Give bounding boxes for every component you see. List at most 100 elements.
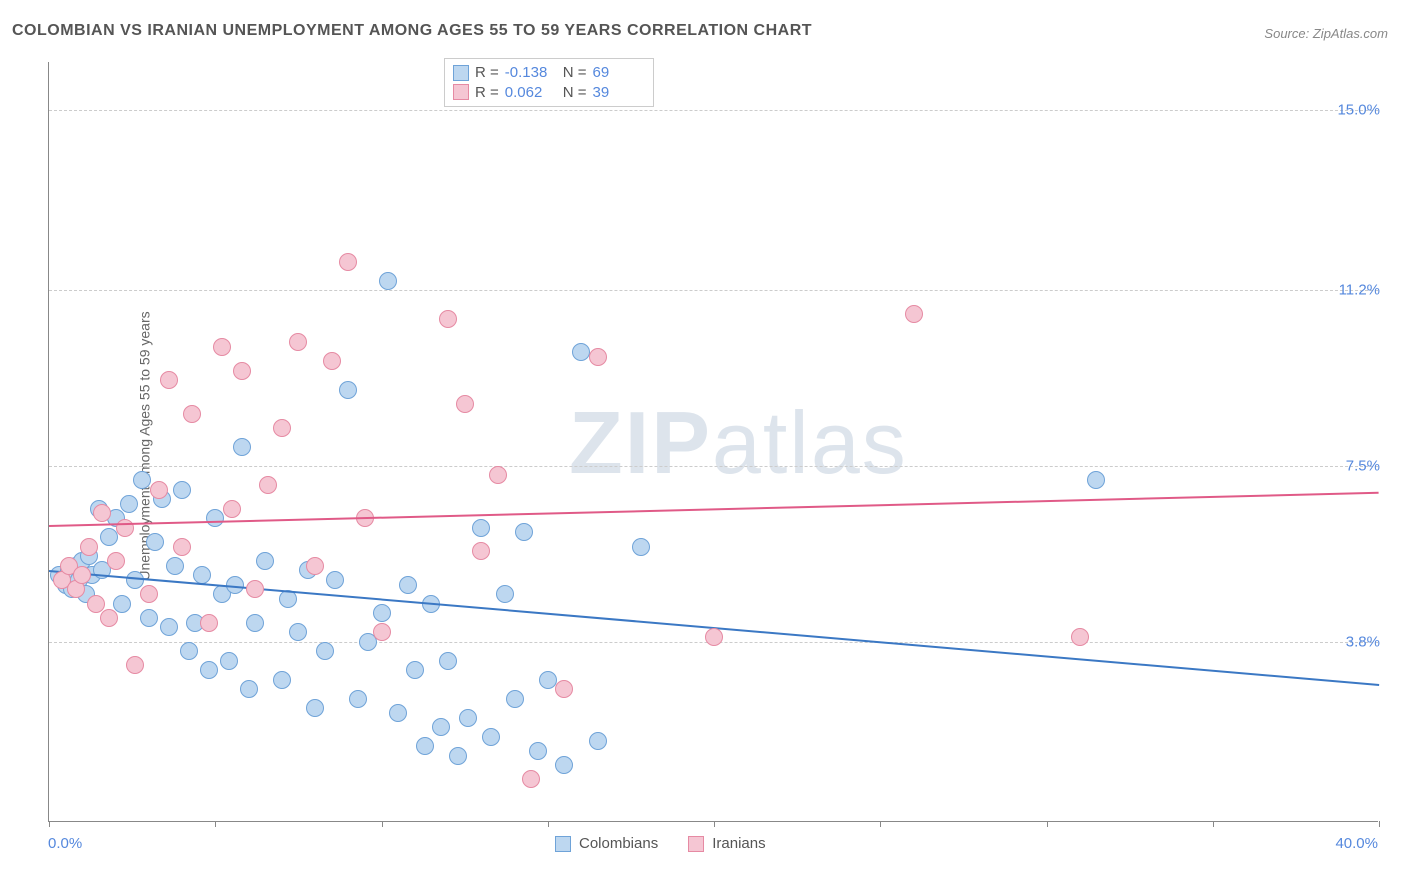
x-tick bbox=[880, 821, 881, 827]
plot-area: ZIPatlas R = -0.138 N = 69 R = 0.062 N =… bbox=[48, 62, 1378, 822]
scatter-point-iranians bbox=[273, 419, 291, 437]
scatter-point-colombians bbox=[113, 595, 131, 613]
scatter-point-colombians bbox=[339, 381, 357, 399]
scatter-point-colombians bbox=[193, 566, 211, 584]
scatter-point-iranians bbox=[213, 338, 231, 356]
source-credit: Source: ZipAtlas.com bbox=[1264, 26, 1388, 41]
n-value-1: 39 bbox=[593, 83, 645, 103]
x-tick bbox=[548, 821, 549, 827]
scatter-point-colombians bbox=[140, 609, 158, 627]
scatter-point-colombians bbox=[506, 690, 524, 708]
scatter-point-colombians bbox=[146, 533, 164, 551]
scatter-point-colombians bbox=[256, 552, 274, 570]
chart-title: COLOMBIAN VS IRANIAN UNEMPLOYMENT AMONG … bbox=[12, 22, 812, 40]
scatter-point-iranians bbox=[233, 362, 251, 380]
scatter-point-colombians bbox=[572, 343, 590, 361]
scatter-point-iranians bbox=[905, 305, 923, 323]
swatch-colombians bbox=[453, 65, 469, 81]
scatter-point-colombians bbox=[206, 509, 224, 527]
scatter-point-iranians bbox=[183, 405, 201, 423]
scatter-point-iranians bbox=[705, 628, 723, 646]
scatter-point-colombians bbox=[180, 642, 198, 660]
scatter-point-colombians bbox=[589, 732, 607, 750]
scatter-point-iranians bbox=[150, 481, 168, 499]
scatter-point-colombians bbox=[246, 614, 264, 632]
stats-row-0: R = -0.138 N = 69 bbox=[453, 63, 645, 83]
x-tick bbox=[714, 821, 715, 827]
swatch-iranians bbox=[453, 84, 469, 100]
scatter-point-colombians bbox=[160, 618, 178, 636]
scatter-point-iranians bbox=[160, 371, 178, 389]
scatter-point-iranians bbox=[323, 352, 341, 370]
scatter-point-colombians bbox=[133, 471, 151, 489]
scatter-point-colombians bbox=[529, 742, 547, 760]
source-name: ZipAtlas.com bbox=[1313, 26, 1388, 41]
scatter-point-iranians bbox=[140, 585, 158, 603]
scatter-point-iranians bbox=[489, 466, 507, 484]
n-value-0: 69 bbox=[593, 63, 645, 83]
scatter-point-colombians bbox=[166, 557, 184, 575]
scatter-point-colombians bbox=[240, 680, 258, 698]
scatter-point-iranians bbox=[173, 538, 191, 556]
x-tick bbox=[1213, 821, 1214, 827]
scatter-point-colombians bbox=[449, 747, 467, 765]
scatter-point-colombians bbox=[432, 718, 450, 736]
scatter-point-iranians bbox=[107, 552, 125, 570]
scatter-point-iranians bbox=[339, 253, 357, 271]
watermark-light: atlas bbox=[712, 393, 908, 492]
scatter-point-iranians bbox=[439, 310, 457, 328]
scatter-point-iranians bbox=[80, 538, 98, 556]
scatter-point-iranians bbox=[200, 614, 218, 632]
scatter-point-colombians bbox=[1087, 471, 1105, 489]
scatter-point-colombians bbox=[200, 661, 218, 679]
x-tick bbox=[1379, 821, 1380, 827]
x-tick bbox=[49, 821, 50, 827]
scatter-point-iranians bbox=[1071, 628, 1089, 646]
y-grid-label: 3.8% bbox=[1346, 633, 1380, 650]
scatter-point-iranians bbox=[373, 623, 391, 641]
n-label-1: N = bbox=[563, 83, 587, 103]
scatter-point-colombians bbox=[439, 652, 457, 670]
x-tick bbox=[215, 821, 216, 827]
chart-container: COLOMBIAN VS IRANIAN UNEMPLOYMENT AMONG … bbox=[0, 0, 1406, 892]
scatter-point-colombians bbox=[539, 671, 557, 689]
scatter-point-colombians bbox=[482, 728, 500, 746]
scatter-point-colombians bbox=[399, 576, 417, 594]
scatter-point-colombians bbox=[632, 538, 650, 556]
x-axis-max-label: 40.0% bbox=[1335, 835, 1378, 852]
scatter-point-iranians bbox=[116, 519, 134, 537]
gridline-h bbox=[49, 466, 1378, 467]
source-label: Source: bbox=[1264, 26, 1309, 41]
scatter-point-iranians bbox=[259, 476, 277, 494]
scatter-point-iranians bbox=[289, 333, 307, 351]
scatter-point-colombians bbox=[220, 652, 238, 670]
scatter-point-colombians bbox=[120, 495, 138, 513]
scatter-point-colombians bbox=[496, 585, 514, 603]
legend-label-iranians: Iranians bbox=[712, 835, 765, 852]
scatter-point-colombians bbox=[100, 528, 118, 546]
scatter-point-iranians bbox=[306, 557, 324, 575]
gridline-h bbox=[49, 110, 1378, 111]
legend-item-colombians: Colombians bbox=[555, 835, 658, 852]
scatter-point-iranians bbox=[246, 580, 264, 598]
scatter-point-colombians bbox=[233, 438, 251, 456]
legend-label-colombians: Colombians bbox=[579, 835, 658, 852]
r-value-1: 0.062 bbox=[505, 83, 557, 103]
scatter-point-colombians bbox=[416, 737, 434, 755]
scatter-point-colombians bbox=[173, 481, 191, 499]
scatter-point-colombians bbox=[515, 523, 533, 541]
scatter-point-colombians bbox=[379, 272, 397, 290]
x-axis-min-label: 0.0% bbox=[48, 835, 82, 852]
y-grid-label: 7.5% bbox=[1346, 457, 1380, 474]
y-grid-label: 15.0% bbox=[1337, 101, 1380, 118]
scatter-point-colombians bbox=[316, 642, 334, 660]
bottom-legend: Colombians Iranians bbox=[555, 835, 766, 852]
scatter-point-iranians bbox=[100, 609, 118, 627]
n-label-0: N = bbox=[563, 63, 587, 83]
y-grid-label: 11.2% bbox=[1339, 282, 1380, 299]
scatter-point-iranians bbox=[522, 770, 540, 788]
legend-swatch-iranians bbox=[688, 836, 704, 852]
scatter-point-iranians bbox=[73, 566, 91, 584]
r-value-0: -0.138 bbox=[505, 63, 557, 83]
stats-legend: R = -0.138 N = 69 R = 0.062 N = 39 bbox=[444, 58, 654, 107]
